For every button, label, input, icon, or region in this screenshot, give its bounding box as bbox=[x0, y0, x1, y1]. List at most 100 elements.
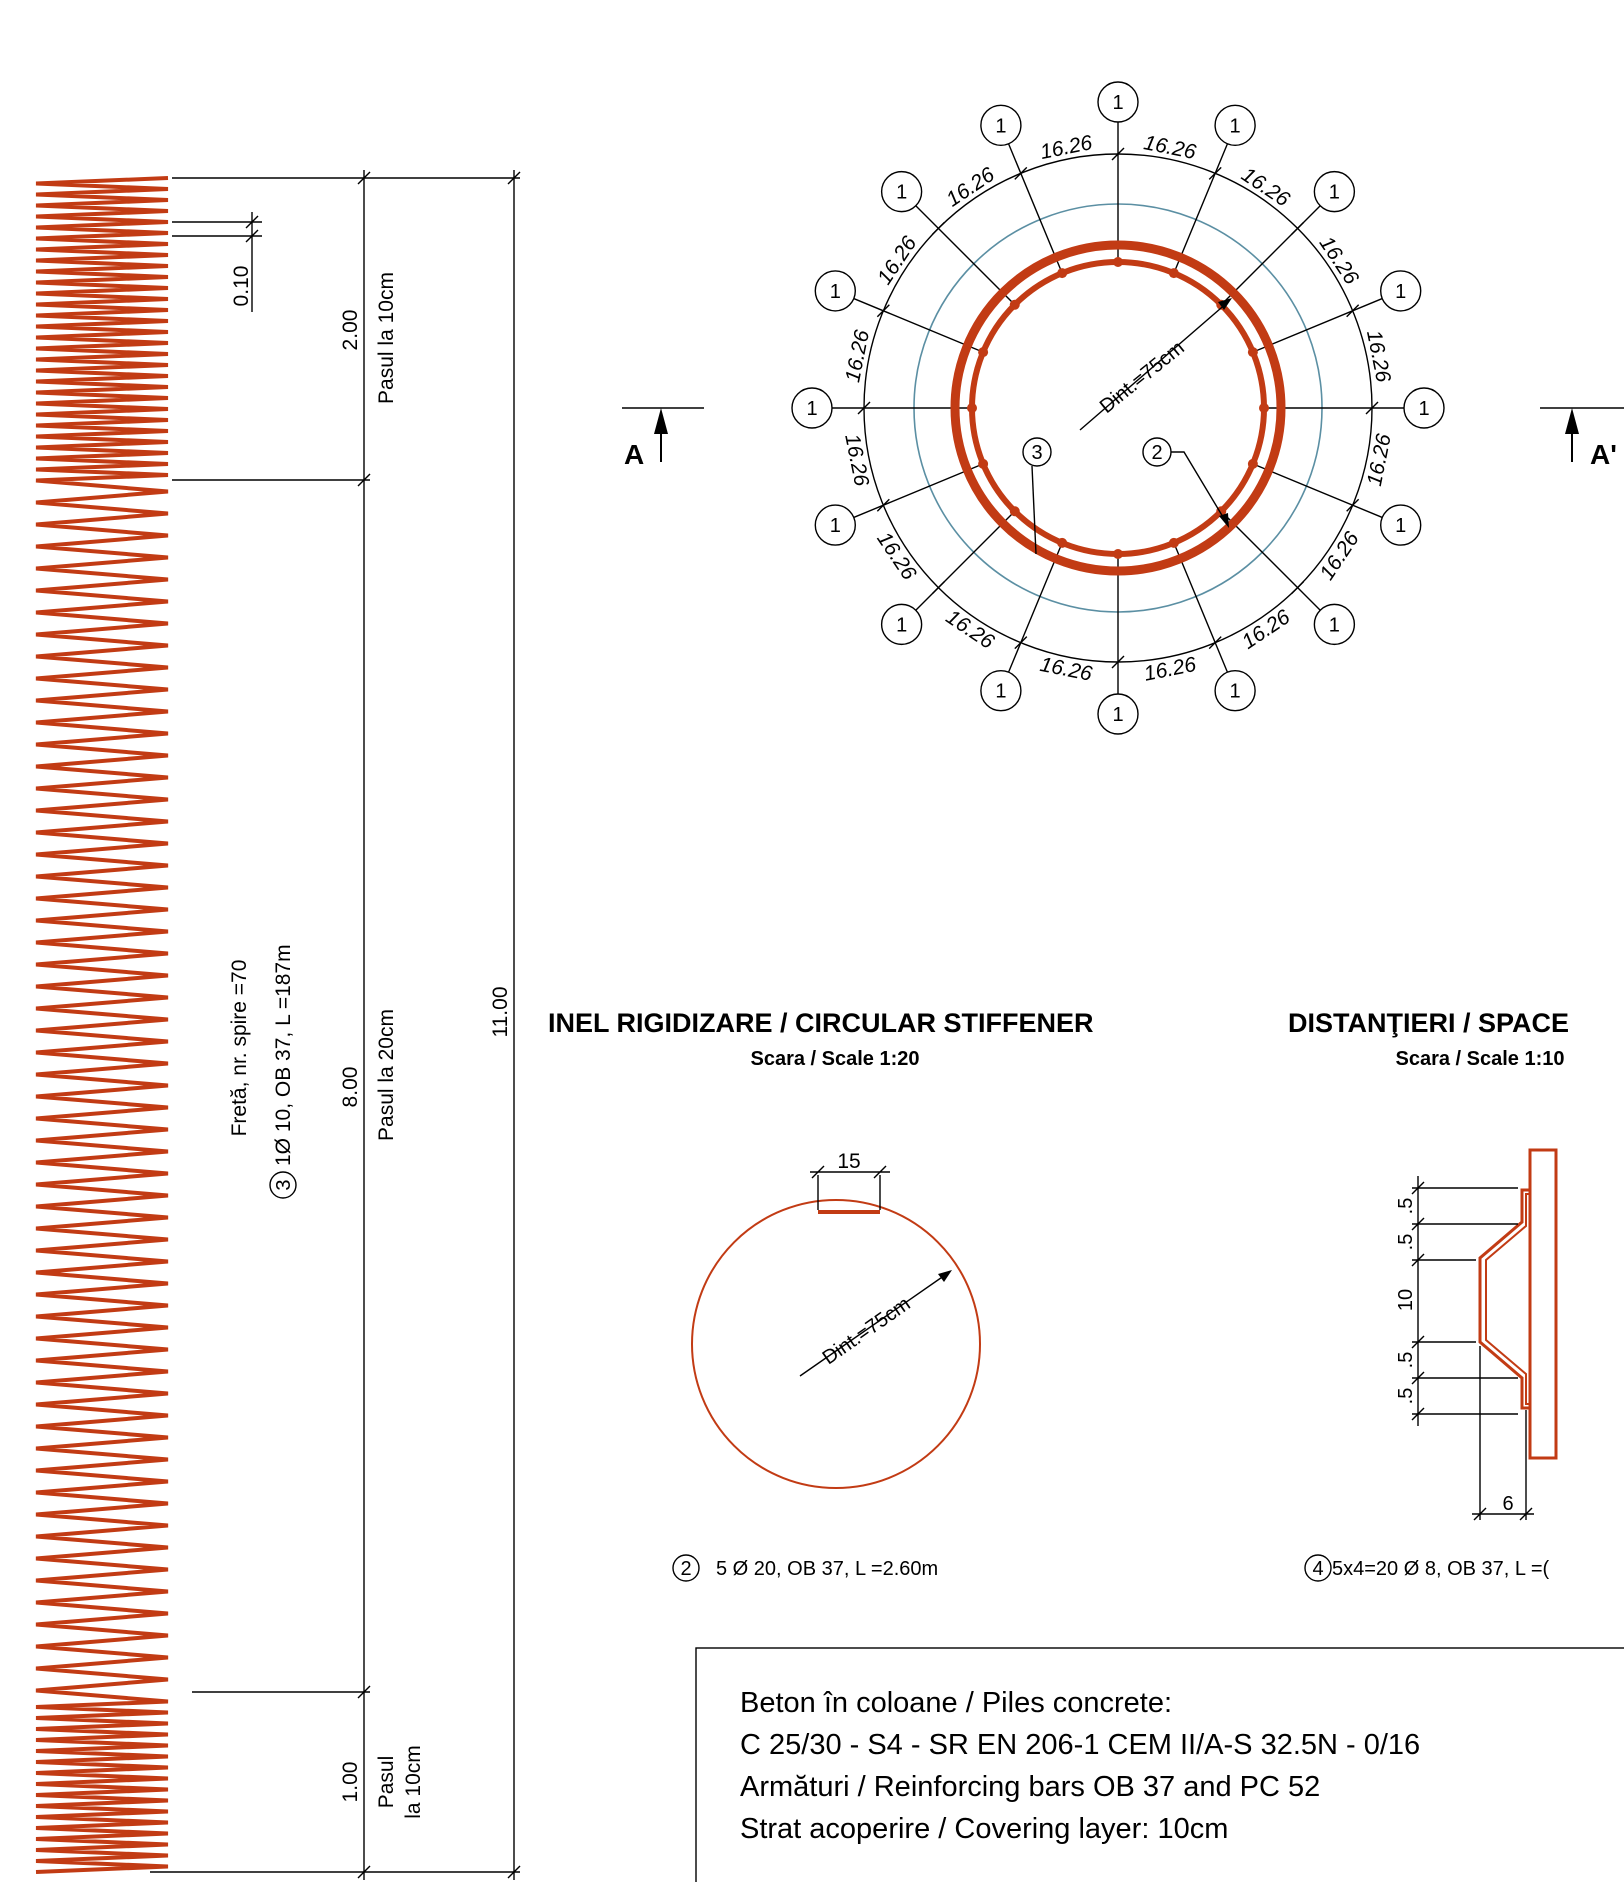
longitudinal-bar bbox=[978, 458, 989, 469]
svg-text:1: 1 bbox=[1112, 704, 1123, 726]
svg-text:1: 1 bbox=[1329, 614, 1340, 636]
bar-marker: 1 bbox=[880, 170, 923, 213]
section-diameter-arrow bbox=[1079, 298, 1232, 431]
bar-spacing-label: 16.26 bbox=[873, 232, 921, 289]
seg2-label: Pasul la 20cm bbox=[375, 1009, 398, 1141]
spiral-note-line1: Fretă, nr. spire =70 bbox=[228, 960, 251, 1137]
pitch-value: 0.10 bbox=[230, 266, 253, 307]
bar-marker: 1 bbox=[1380, 504, 1422, 546]
stiffener-diameter-label: Dint.=75cm bbox=[819, 1293, 915, 1369]
svg-text:1: 1 bbox=[830, 281, 841, 303]
bar-marker: 1 bbox=[980, 104, 1022, 146]
spiral-hoop-section-outer bbox=[950, 240, 1286, 576]
bar-marker: 1 bbox=[1313, 170, 1356, 213]
svg-text:2: 2 bbox=[1151, 442, 1162, 464]
spacers-title: DISTANŢIERI / SPACE bbox=[1288, 1008, 1569, 1038]
stiffener-overlap-dim bbox=[810, 1165, 890, 1210]
spacer-plate bbox=[1528, 1148, 1558, 1460]
bar-marker: 1 bbox=[1313, 603, 1356, 646]
bar-markers: 1 1 1 1 1 1 1 1 1 1 1 1 1 1 1 1 bbox=[791, 81, 1445, 735]
bar-marker: 1 bbox=[880, 603, 923, 646]
spacer-dimension-lines bbox=[1411, 1176, 1534, 1521]
stiffener-scale: Scara / Scale 1:20 bbox=[750, 1048, 919, 1070]
spacers-scale: Scara / Scale 1:10 bbox=[1395, 1048, 1564, 1070]
notes-line2: C 25/30 - S4 - SR EN 206-1 CEM II/A-S 32… bbox=[740, 1729, 1420, 1761]
bar-spacing-label: 16.26 bbox=[1362, 328, 1395, 384]
bar-marker: 1 bbox=[814, 504, 856, 546]
bar-spacing-label: 16.26 bbox=[841, 328, 874, 384]
bar-spacing-label: 16.26 bbox=[1238, 605, 1295, 653]
svg-text:1: 1 bbox=[1329, 182, 1340, 204]
svg-text:1: 1 bbox=[1418, 398, 1429, 420]
spacer-bar bbox=[1478, 1188, 1530, 1410]
bar-marker: 1 bbox=[1097, 693, 1139, 735]
longitudinal-bar bbox=[1247, 347, 1258, 358]
spacer-dim-4: .5 bbox=[1395, 1352, 1417, 1369]
notes-line4: Strat acoperire / Covering layer: 10cm bbox=[740, 1813, 1228, 1845]
longitudinal-bar bbox=[967, 403, 977, 413]
bar-spacing-label: 16.26 bbox=[1363, 432, 1396, 488]
spacer-marker: 4 bbox=[1304, 1554, 1332, 1582]
section-cut-mark-left: A bbox=[622, 407, 704, 470]
stiffener-ring bbox=[691, 1199, 981, 1489]
bar-spacing-label: 16.26 bbox=[1315, 528, 1363, 585]
svg-text:1: 1 bbox=[830, 515, 841, 537]
longitudinal-bar bbox=[1259, 403, 1269, 413]
svg-text:1: 1 bbox=[1395, 515, 1406, 537]
bar-spacing-label: 16.26 bbox=[872, 528, 920, 585]
bar-spacing-label: 16.26 bbox=[1237, 163, 1294, 211]
svg-text:3: 3 bbox=[1031, 442, 1042, 464]
longitudinal-bar bbox=[1247, 458, 1258, 469]
bar-spacing-label: 16.26 bbox=[1038, 653, 1094, 686]
seg1-label: Pasul la 10cm bbox=[375, 272, 398, 404]
longitudinal-bars bbox=[967, 257, 1269, 559]
longitudinal-bar bbox=[1113, 257, 1123, 267]
seg2-length: 8.00 bbox=[339, 1067, 362, 1108]
stiffener-overlap-value: 15 bbox=[837, 1150, 860, 1173]
svg-text:1: 1 bbox=[1395, 281, 1406, 303]
bar-marker: 1 bbox=[1097, 81, 1139, 123]
svg-text:1: 1 bbox=[1230, 115, 1241, 137]
svg-text:1: 1 bbox=[1230, 681, 1241, 703]
notes-line1: Beton în coloane / Piles concrete: bbox=[740, 1687, 1172, 1719]
spacer-dim-1: .5 bbox=[1395, 1198, 1417, 1215]
svg-text:1: 1 bbox=[1112, 92, 1123, 114]
svg-text:1: 1 bbox=[896, 182, 907, 204]
stiffener-title: INEL RIGIDIZARE / CIRCULAR STIFFENER bbox=[548, 1008, 1094, 1038]
spacer-dim-5: .5 bbox=[1395, 1388, 1417, 1405]
longitudinal-bar bbox=[1168, 268, 1179, 279]
seg3-label-line2: la 10cm bbox=[402, 1745, 425, 1819]
bar-spacing-label: 16.26 bbox=[1142, 131, 1198, 164]
notes-line3: Armături / Reinforcing bars OB 37 and PC… bbox=[740, 1771, 1320, 1803]
elevation-dimension-lines bbox=[150, 170, 521, 1880]
svg-text:1: 1 bbox=[896, 614, 907, 636]
svg-text:A': A' bbox=[1590, 439, 1617, 470]
section-diameter-label: Dint.=75cm bbox=[1096, 337, 1189, 418]
marker-3: 3 bbox=[1022, 437, 1052, 555]
bar-spacing-label: 16.26 bbox=[1038, 131, 1094, 164]
svg-text:3: 3 bbox=[273, 1179, 295, 1190]
seg3-label-line1: Pasul bbox=[375, 1756, 398, 1809]
svg-text:1: 1 bbox=[806, 398, 817, 420]
bar-marker: 1 bbox=[814, 270, 856, 312]
stiffener-marker: 2 bbox=[672, 1554, 700, 1582]
notes-box bbox=[695, 1647, 1624, 1882]
bar-marker: 1 bbox=[1403, 387, 1445, 429]
bar-marker: 1 bbox=[1214, 670, 1256, 712]
spacer-dim-2: .5 bbox=[1395, 1234, 1417, 1251]
bar-spacing-label: 16.26 bbox=[942, 605, 999, 653]
longitudinal-bar bbox=[1113, 549, 1123, 559]
bar-marker: 1 bbox=[980, 670, 1022, 712]
spiral-note-marker: 3 bbox=[269, 1171, 297, 1199]
svg-text:1: 1 bbox=[995, 115, 1006, 137]
spacer-spec: 5x4=20 Ø 8, OB 37, L =( bbox=[1332, 1558, 1550, 1580]
stiffener-spec: 5 Ø 20, OB 37, L =2.60m bbox=[716, 1558, 938, 1580]
longitudinal-bar bbox=[1009, 506, 1020, 517]
seg1-length: 2.00 bbox=[339, 310, 362, 351]
svg-text:1: 1 bbox=[995, 681, 1006, 703]
spacer-dim-3: 10 bbox=[1395, 1289, 1417, 1311]
spiral-note-line2: 1Ø 10, OB 37, L =187m bbox=[272, 944, 295, 1166]
seg3-length: 1.00 bbox=[339, 1762, 362, 1803]
longitudinal-bar bbox=[1057, 537, 1068, 548]
